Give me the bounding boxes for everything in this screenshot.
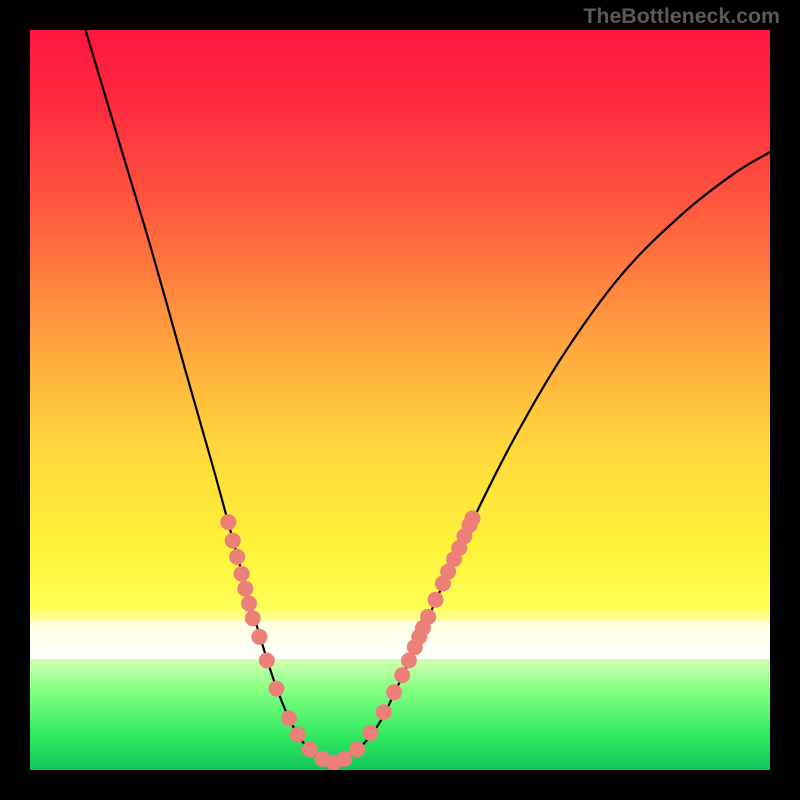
watermark-text: TheBottleneck.com: [583, 4, 780, 29]
plot-frame: [30, 30, 770, 770]
data-dot: [229, 549, 245, 565]
data-dot: [225, 533, 241, 549]
data-dot: [220, 514, 236, 530]
data-dot: [302, 741, 318, 757]
data-dot: [349, 741, 365, 757]
bottleneck-curve: [86, 30, 771, 763]
data-dot: [362, 725, 378, 741]
data-dot: [394, 667, 410, 683]
data-dot: [465, 510, 481, 526]
data-dot: [251, 629, 267, 645]
data-dot: [234, 566, 250, 582]
data-dot: [259, 652, 275, 668]
data-dot: [420, 609, 436, 625]
data-dot: [241, 596, 257, 612]
data-dot: [268, 681, 284, 697]
plot-area: [30, 30, 770, 770]
data-dot: [428, 592, 444, 608]
data-dot: [290, 726, 306, 742]
data-dot: [245, 610, 261, 626]
data-dot: [376, 704, 392, 720]
data-dot: [337, 751, 353, 767]
data-dot: [281, 710, 297, 726]
data-dot: [386, 684, 402, 700]
chart-svg: [30, 30, 770, 770]
data-dots: [220, 510, 480, 770]
data-dot: [237, 581, 253, 597]
